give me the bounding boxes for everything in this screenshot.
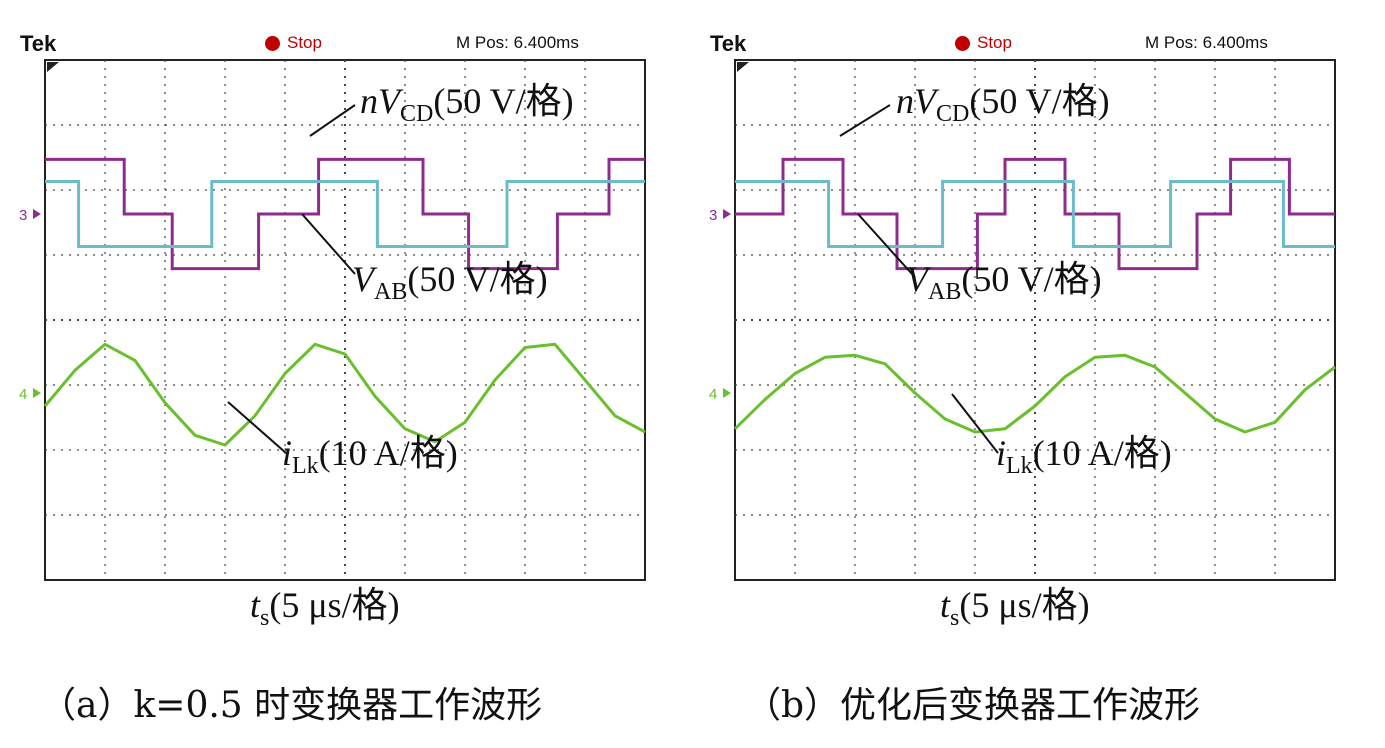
waveform-vab (45, 180, 645, 248)
caption-b: （b）优化后变换器工作波形 (745, 685, 1201, 726)
time-subscript: s (260, 605, 270, 631)
v-ab-subscript: AB (374, 279, 408, 305)
label-leader-line (309, 104, 356, 137)
i-lk-label: iLk(10 A/格) (996, 424, 1172, 480)
m-pos-readout: M Pos: 6.400ms (456, 33, 579, 52)
label-leader-line (227, 401, 287, 454)
v-cd-scale: (50 V/格) (433, 81, 574, 121)
waveform-ilk (733, 353, 1336, 434)
stop-indicator-icon (265, 36, 280, 51)
brand-label: Tek (20, 31, 57, 56)
label-leader-line (951, 393, 999, 454)
channel-marker-3: 3 (709, 207, 717, 224)
v-ab-symbol: V (352, 259, 374, 299)
channel-marker-4: 4 (709, 386, 717, 403)
time-symbol: t (250, 585, 261, 625)
v-cd-label: nVCD(50 V/格) (896, 72, 1110, 128)
v-ab-symbol: V (906, 259, 928, 299)
label-leader-line (301, 213, 356, 275)
i-lk-symbol: i (282, 433, 293, 473)
v-cd-scale: (50 V/格) (969, 81, 1110, 121)
oscilloscope-waveform-chart: 34 (709, 59, 1336, 581)
v-cd-symbol: nV (360, 81, 400, 121)
time-symbol: t (940, 585, 951, 625)
waveform-vab (735, 180, 1335, 248)
channel-marker-arrow-icon (723, 388, 731, 398)
v-ab-subscript: AB (928, 279, 962, 305)
channel-marker-3: 3 (19, 207, 27, 224)
time-scale: (5 μs/格) (959, 585, 1090, 625)
channel-marker-4: 4 (19, 386, 27, 403)
v-cd-symbol: nV (896, 81, 936, 121)
v-cd-subscript: CD (936, 101, 970, 127)
i-lk-label: iLk(10 A/格) (282, 424, 458, 480)
time-axis-label: ts(5 μs/格) (250, 576, 400, 632)
acquisition-status: Stop (287, 33, 322, 52)
caption-a: （a）k=0.5 时变换器工作波形 (40, 685, 543, 726)
acquisition-status: Stop (977, 33, 1012, 52)
oscilloscope-waveform-chart: 34 (19, 59, 646, 581)
waveform-nvcd (735, 157, 1335, 271)
m-pos-readout: M Pos: 6.400ms (1145, 33, 1268, 52)
trigger-marker-icon (737, 62, 749, 72)
v-ab-scale: (50 V/格) (961, 259, 1102, 299)
i-lk-subscript: Lk (1006, 453, 1033, 479)
v-ab-label: VAB(50 V/格) (352, 250, 548, 306)
channel-marker-arrow-icon (33, 388, 41, 398)
channel-marker-arrow-icon (33, 209, 41, 219)
v-cd-label: nVCD(50 V/格) (360, 72, 574, 128)
i-lk-scale: (10 A/格) (318, 433, 458, 473)
time-axis-label: ts(5 μs/格) (940, 576, 1090, 632)
trigger-marker-icon (47, 62, 59, 72)
time-scale: (5 μs/格) (269, 585, 400, 625)
label-leader-line (839, 104, 891, 137)
waveform-nvcd (45, 157, 645, 271)
i-lk-subscript: Lk (292, 453, 319, 479)
stop-indicator-icon (955, 36, 970, 51)
i-lk-symbol: i (996, 433, 1007, 473)
label-leader-line (857, 213, 913, 275)
channel-marker-arrow-icon (723, 209, 731, 219)
v-ab-scale: (50 V/格) (407, 259, 548, 299)
v-ab-label: VAB(50 V/格) (906, 250, 1102, 306)
time-subscript: s (950, 605, 960, 631)
i-lk-scale: (10 A/格) (1032, 433, 1172, 473)
v-cd-subscript: CD (400, 101, 434, 127)
brand-label: Tek (710, 31, 747, 56)
waveform-ilk (43, 342, 646, 447)
